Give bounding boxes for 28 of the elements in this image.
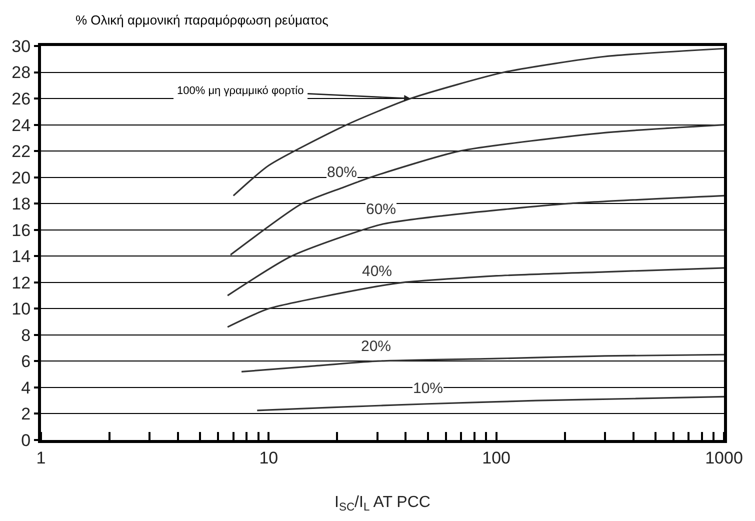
y-tick-label: 22 xyxy=(12,142,31,162)
annotation: 100% μη γραμμικό φορτίο xyxy=(177,85,304,97)
series-label: 40% xyxy=(362,263,392,280)
y-tick-label: 14 xyxy=(12,247,31,266)
y-tick-label: 28 xyxy=(12,63,31,82)
chart-title: % Ολική αρμονική παραμόρφωση ρεύματος xyxy=(76,12,328,28)
series-label: 80% xyxy=(327,164,358,181)
y-tick-label: 26 xyxy=(12,89,31,108)
y-tick-label: 0 xyxy=(21,430,31,450)
x-tick-label: 1 xyxy=(36,448,46,468)
y-tick-label: 12 xyxy=(12,273,31,292)
x-tick-label: 100 xyxy=(482,448,511,468)
y-tick-label: 18 xyxy=(12,194,31,214)
x-axis-title: I$_{SC}$/I$_{L}$ AT PCC xyxy=(334,494,430,514)
y-tick-label: 16 xyxy=(12,220,31,240)
series-label: 10% xyxy=(413,380,444,397)
x-tick-label: 1000 xyxy=(705,448,743,468)
y-tick-label: 8 xyxy=(21,326,31,345)
y-tick-label: 30 xyxy=(12,36,31,56)
y-tick-label: 6 xyxy=(21,352,31,372)
series-label: 20% xyxy=(361,338,392,355)
y-tick-label: 4 xyxy=(21,378,31,398)
y-tick-label: 2 xyxy=(21,404,31,424)
y-tick-label: 10 xyxy=(12,300,31,319)
y-tick-label: 20 xyxy=(12,168,31,188)
x-tick-label: 10 xyxy=(259,448,278,468)
series-label: 60% xyxy=(366,201,396,218)
y-tick-label: 24 xyxy=(12,116,31,135)
